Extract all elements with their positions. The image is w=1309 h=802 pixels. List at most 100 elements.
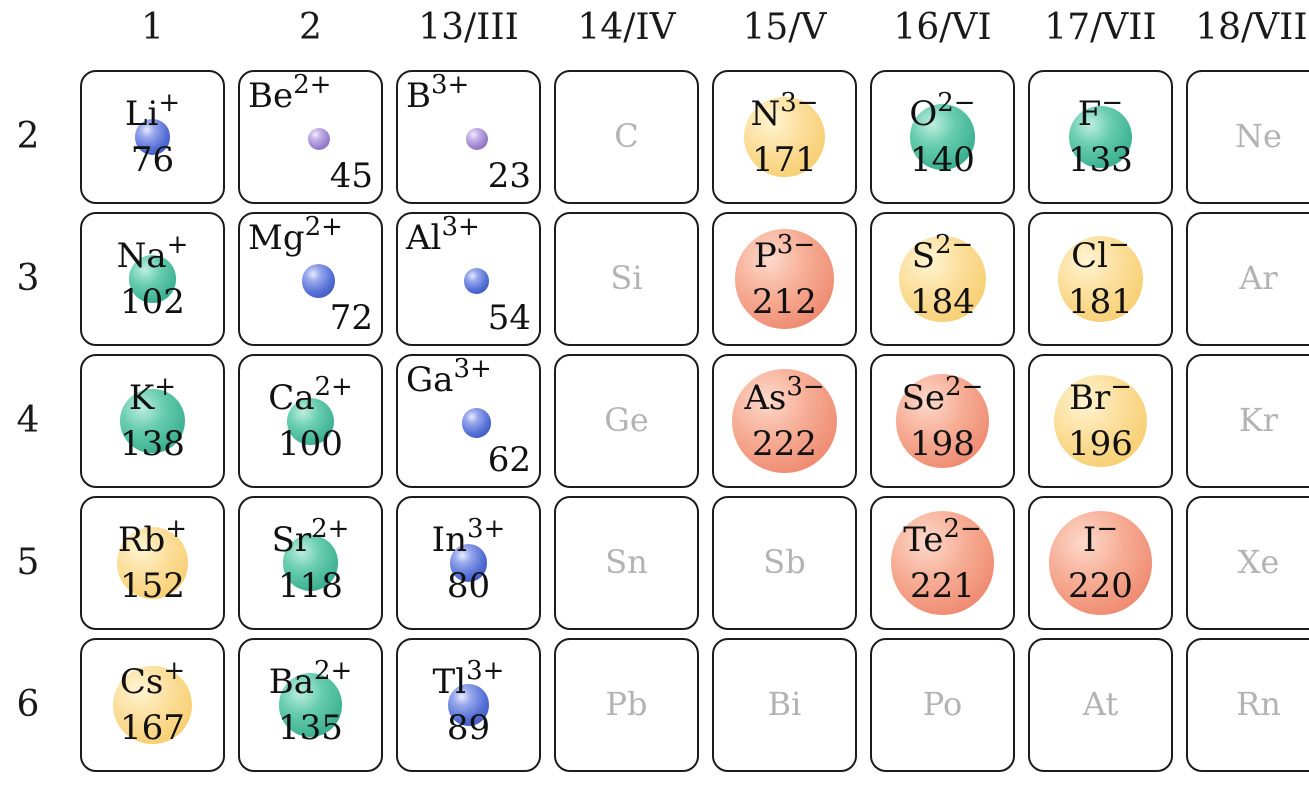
- ion-symbol: Ba2+: [238, 658, 383, 702]
- ion-radius: 152: [120, 566, 185, 606]
- ion-symbol: Sr2+: [238, 516, 383, 560]
- ion-symbol: As3−: [712, 374, 857, 418]
- ion-sphere: [890, 511, 995, 615]
- element-symbol: C: [614, 117, 639, 155]
- element-symbol: Po: [922, 685, 963, 723]
- ion-element: I: [1082, 520, 1097, 560]
- ion-radius: 196: [1068, 424, 1133, 464]
- ion-symbol: S2−: [870, 232, 1015, 276]
- ion-charge: 3+: [466, 656, 505, 686]
- ion-sphere: [465, 128, 488, 150]
- ion-sphere: [113, 665, 192, 745]
- ion-charge: 2−: [934, 230, 974, 260]
- element-symbol: Ne: [1235, 117, 1282, 155]
- ion-charge: 3−: [776, 230, 816, 260]
- ion-symbol: N3−: [712, 90, 857, 134]
- ion-sphere: [1048, 511, 1153, 615]
- ion-element: Ga: [406, 360, 454, 400]
- ion-element: Rb: [117, 520, 166, 560]
- ion-element: Se: [901, 378, 946, 418]
- ion-element: Cl: [1071, 236, 1109, 276]
- ion-radius: 220: [1068, 566, 1133, 606]
- element-cell: [1186, 354, 1309, 488]
- ion-radius: 54: [487, 298, 531, 338]
- ion-charge: +: [165, 514, 188, 544]
- element-symbol: Kr: [1238, 401, 1279, 439]
- ion-sphere: [116, 527, 189, 599]
- ion-element: F: [1077, 94, 1102, 134]
- ion-charge: 2−: [943, 514, 982, 544]
- ion-charge: 2+: [311, 514, 350, 544]
- ion-charge: +: [154, 372, 177, 402]
- ion-sphere: [287, 397, 334, 445]
- ion-element: K: [128, 378, 155, 418]
- element-cell: [712, 638, 857, 772]
- ion-radius: 23: [487, 156, 531, 196]
- element-cell: [1186, 638, 1309, 772]
- element-cell: [1186, 212, 1309, 346]
- ion-symbol: In3+: [396, 516, 541, 560]
- ion-charge: 3+: [431, 70, 470, 100]
- ion-symbol: Al3+: [406, 214, 480, 258]
- ion-sphere: [301, 264, 336, 298]
- ion-symbol: Be2+: [248, 72, 331, 116]
- ion-charge: +: [163, 656, 186, 686]
- period-label: 2: [16, 116, 40, 157]
- ion-symbol: Ga3+: [406, 356, 492, 400]
- element-symbol: Si: [610, 259, 643, 297]
- ion-radius: 80: [446, 566, 491, 606]
- ion-radius: 135: [278, 708, 343, 748]
- ion-sphere: [278, 673, 343, 737]
- ion-element: N: [750, 94, 781, 134]
- element-symbol: Ar: [1239, 259, 1278, 297]
- element-cell: [554, 70, 699, 204]
- ion-charge: −: [1096, 514, 1119, 544]
- ion-symbol: P3−: [712, 232, 857, 276]
- ion-symbol: Ca2+: [238, 374, 383, 418]
- element-cell: [554, 354, 699, 488]
- ion-symbol: Tl3+: [396, 658, 541, 702]
- ion-element: Li: [124, 94, 159, 134]
- group-label: 1: [141, 7, 164, 48]
- ion-symbol: Cs+: [80, 658, 225, 702]
- element-cell: [554, 496, 699, 630]
- ion-element: O: [909, 94, 938, 134]
- element-symbol: At: [1082, 685, 1119, 723]
- element-symbol: Xe: [1237, 543, 1280, 581]
- ion-sphere: [463, 268, 490, 294]
- ion-charge: 2+: [304, 212, 343, 242]
- ion-symbol: Na+: [80, 232, 225, 276]
- ion-radius: 102: [120, 282, 185, 322]
- ion-element: Al: [406, 218, 442, 258]
- group-label: 16/VI: [893, 7, 992, 48]
- ion-charge: 2−: [945, 372, 984, 402]
- ion-sphere: [732, 368, 837, 474]
- ion-charge: 2−: [937, 88, 976, 118]
- period-label: 4: [16, 400, 40, 441]
- ion-symbol: Mg2+: [248, 214, 343, 258]
- ion-charge: 2+: [293, 70, 332, 100]
- ion-charge: 3+: [441, 212, 480, 242]
- ion-symbol: B3+: [406, 72, 469, 116]
- ion-sphere: [1069, 105, 1132, 169]
- ion-radius: 138: [120, 424, 185, 464]
- ion-sphere: [461, 408, 492, 438]
- ion-sphere: [899, 235, 986, 323]
- ion-symbol: F−: [1028, 90, 1173, 134]
- ion-charge: +: [158, 88, 181, 118]
- ion-radius: 140: [910, 140, 975, 180]
- ion-charge: −: [1101, 88, 1124, 118]
- element-symbol: Rn: [1236, 685, 1281, 723]
- ion-charge: −: [1110, 372, 1133, 402]
- ion-sphere: [134, 119, 171, 155]
- ion-sphere: [282, 535, 339, 591]
- ion-radius: 100: [278, 424, 343, 464]
- ion-radius: 198: [910, 424, 975, 464]
- element-symbol: Ge: [604, 401, 649, 439]
- ion-element: Mg: [248, 218, 305, 258]
- ion-radius: 133: [1068, 140, 1133, 180]
- ion-symbol: Se2−: [870, 374, 1015, 418]
- ion-element: Na: [116, 236, 167, 276]
- group-label: 18/VIII: [1195, 7, 1309, 48]
- ion-radius: 76: [130, 140, 175, 180]
